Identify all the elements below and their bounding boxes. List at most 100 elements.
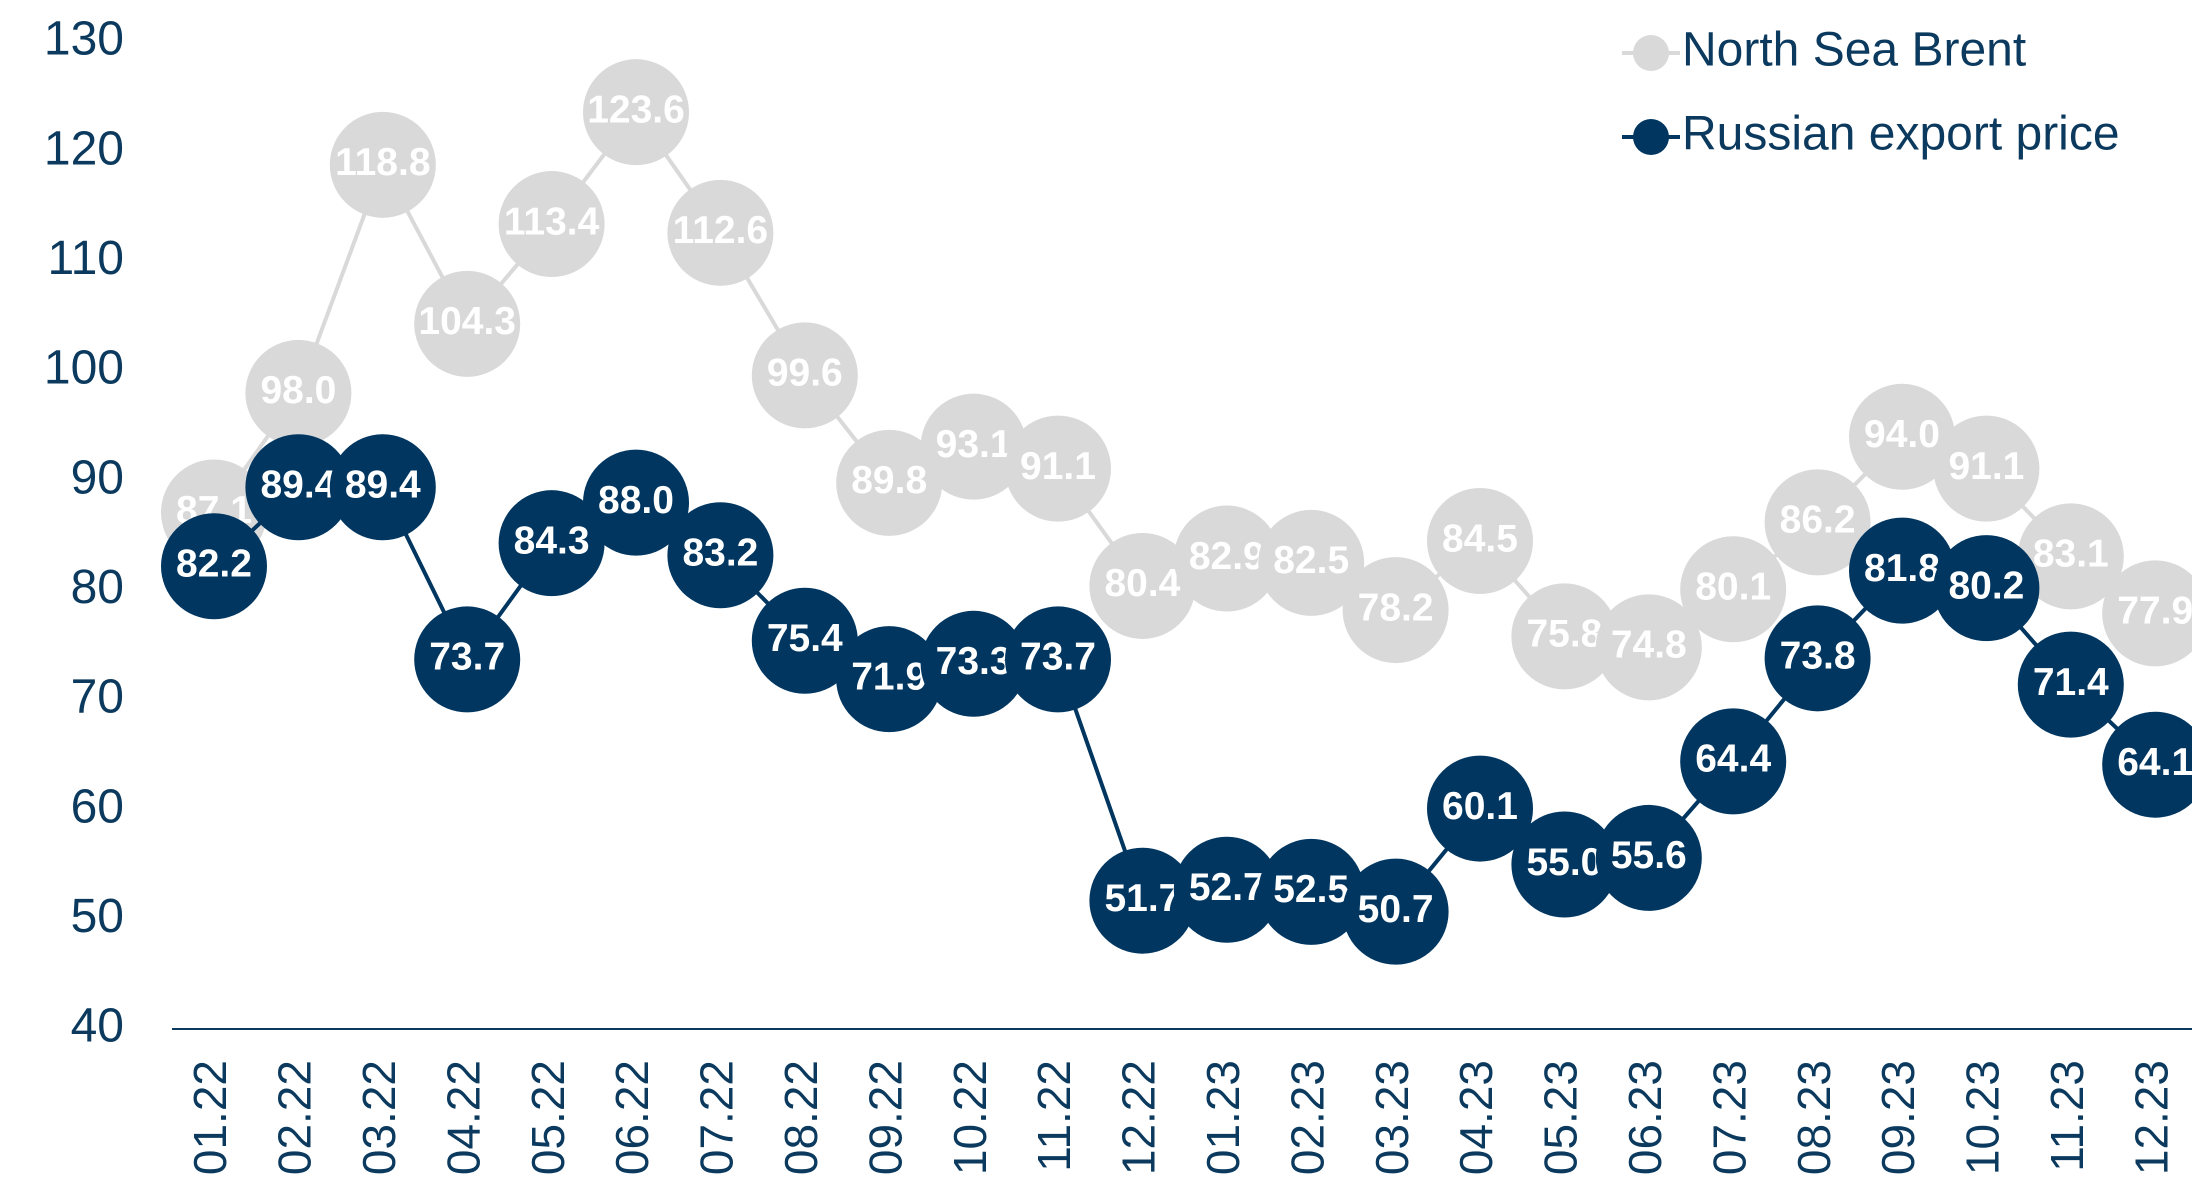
data-label: 75.4	[767, 617, 843, 660]
point-marker	[751, 587, 858, 694]
legend-marker	[1633, 35, 1669, 71]
data-label: 50.7	[1358, 888, 1434, 931]
data-label: 80.2	[1948, 564, 2024, 607]
point-marker	[836, 429, 943, 536]
data-label: 73.7	[1020, 636, 1096, 679]
point-marker	[1089, 532, 1196, 639]
x-tick-label: 10.22	[944, 1060, 996, 1175]
x-tick-label: 07.22	[691, 1060, 743, 1175]
data-label: 74.8	[1611, 624, 1687, 667]
data-label: 83.1	[2033, 533, 2109, 576]
data-label: 73.8	[1780, 635, 1856, 678]
point-marker	[329, 111, 436, 218]
x-tick-label: 10.23	[1957, 1060, 2009, 1175]
data-label: 84.3	[514, 519, 590, 562]
y-tick-label: 70	[71, 671, 124, 724]
point-marker	[329, 434, 436, 541]
data-label: 73.7	[429, 636, 505, 679]
point-marker	[1849, 517, 1955, 624]
y-tick-label: 100	[44, 342, 124, 395]
point-marker	[1258, 509, 1365, 616]
point-marker	[1511, 811, 1618, 918]
point-marker	[1511, 583, 1618, 690]
point-marker	[1089, 847, 1196, 954]
data-label: 51.7	[1104, 877, 1180, 920]
point-marker	[1595, 804, 1702, 911]
data-label: 73.3	[936, 640, 1012, 683]
x-tick-label: 11.22	[1028, 1060, 1080, 1172]
data-label: 123.6	[587, 88, 685, 131]
point-marker	[1933, 415, 2040, 522]
y-tick-label: 90	[71, 451, 124, 504]
data-label: 91.1	[1020, 445, 1096, 488]
y-tick-label: 110	[47, 232, 124, 285]
data-label: 113.4	[504, 200, 600, 243]
point-marker	[245, 434, 352, 541]
data-label: 84.5	[1442, 517, 1518, 560]
y-tick-label: 120	[44, 122, 124, 175]
data-label: 64.4	[1695, 738, 1771, 781]
x-tick-label: 05.23	[1535, 1060, 1587, 1175]
point-marker	[751, 322, 858, 429]
point-marker	[1005, 415, 1111, 522]
data-label: 89.4	[345, 464, 421, 507]
x-tick-label: 11.23	[2041, 1060, 2093, 1172]
point-marker	[414, 606, 521, 713]
data-label: 82.2	[176, 543, 252, 586]
data-label: 91.1	[1948, 445, 2024, 488]
data-label: 71.9	[851, 655, 927, 698]
point-marker	[583, 449, 689, 556]
point-marker	[498, 171, 605, 278]
x-tick-label: 06.23	[1619, 1060, 1671, 1175]
point-marker	[2017, 631, 2124, 738]
data-label: 77.9	[2117, 590, 2192, 633]
data-label: 64.1	[2117, 741, 2192, 784]
point-marker	[583, 59, 689, 166]
data-label: 52.7	[1189, 866, 1265, 909]
point-marker	[2102, 560, 2192, 667]
x-tick-label: 12.22	[1113, 1060, 1165, 1175]
data-label: 52.5	[1273, 868, 1349, 911]
x-tick-label: 06.22	[606, 1060, 658, 1175]
point-marker	[414, 270, 521, 377]
point-marker	[667, 179, 774, 286]
legend-label: Russian export price	[1682, 108, 2120, 161]
point-marker	[1764, 605, 1871, 712]
x-tick-label: 12.23	[2125, 1060, 2177, 1175]
point-marker	[1342, 557, 1449, 664]
point-marker	[1427, 755, 1533, 862]
x-tick-label: 03.22	[353, 1060, 405, 1175]
point-marker	[920, 393, 1027, 500]
point-marker	[1849, 383, 1955, 490]
legend-marker	[1633, 119, 1669, 155]
x-tick-label: 01.22	[184, 1060, 236, 1175]
data-label: 118.8	[335, 141, 430, 184]
point-marker	[836, 626, 943, 733]
point-marker	[920, 610, 1027, 717]
point-marker	[1764, 469, 1871, 576]
x-tick-label: 07.23	[1703, 1060, 1755, 1175]
point-marker	[2102, 711, 2192, 818]
x-tick-label: 09.23	[1872, 1060, 1924, 1175]
point-marker	[161, 513, 267, 620]
data-label: 80.1	[1695, 566, 1771, 609]
x-tick-label: 01.23	[1197, 1060, 1249, 1175]
point-marker	[1595, 594, 1702, 701]
point-marker	[2017, 503, 2124, 610]
point-marker	[498, 490, 605, 597]
point-marker	[1933, 535, 2040, 642]
data-label: 55.0	[1526, 841, 1602, 884]
x-tick-label: 09.22	[859, 1060, 911, 1175]
point-marker	[1173, 836, 1280, 943]
data-label: 94.0	[1864, 413, 1940, 456]
data-label: 104.3	[418, 300, 516, 343]
data-label: 75.8	[1526, 613, 1602, 656]
y-tick-label: 60	[71, 780, 124, 833]
point-marker	[1005, 606, 1111, 713]
data-label: 112.6	[673, 209, 768, 252]
point-marker	[1427, 487, 1533, 594]
point-marker	[1680, 708, 1787, 815]
y-tick-label: 50	[71, 890, 124, 943]
data-label: 88.0	[598, 479, 674, 522]
